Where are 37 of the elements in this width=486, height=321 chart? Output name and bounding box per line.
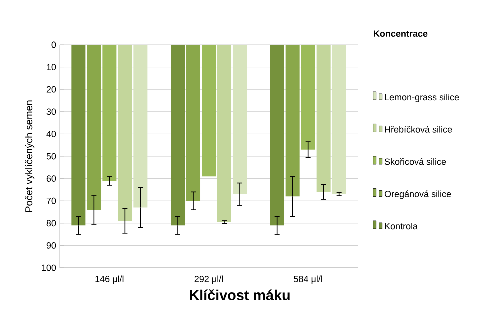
y-tick-label: 0	[52, 42, 56, 48]
bar	[87, 45, 102, 210]
legend-title: Koncentrace	[374, 30, 428, 37]
x-tick-label: 292 μl/l	[194, 276, 223, 284]
legend-label: Hřebíčková silice	[385, 126, 452, 133]
bar	[118, 45, 132, 222]
bar	[233, 45, 248, 194]
legend-label: Kontrola	[385, 222, 418, 230]
bar	[186, 45, 201, 202]
bar	[72, 45, 86, 226]
bar	[134, 45, 148, 208]
x-tick-label: 584 μl/l	[294, 276, 322, 284]
bar	[316, 45, 331, 192]
bar	[102, 45, 117, 182]
bar	[332, 45, 346, 194]
y-tick-label: 60	[46, 176, 56, 182]
bar	[286, 45, 300, 197]
y-axis-title: Počet vyklíčených semen	[25, 100, 35, 212]
bar	[218, 45, 232, 222]
legend-label: Lemon-grass silice	[385, 94, 460, 102]
bar	[171, 45, 185, 226]
bar	[301, 45, 316, 150]
y-tick-label: 80	[46, 220, 56, 227]
y-tick-label: 70	[46, 198, 56, 204]
y-tick-label: 10	[47, 64, 56, 70]
y-tick-label: 30	[46, 108, 56, 116]
y-tick-label: 50	[46, 153, 56, 160]
x-tick-label: 146 μl/l	[96, 276, 124, 284]
y-tick-label: 90	[46, 242, 56, 249]
y-tick-label: 20	[46, 86, 56, 93]
bar	[270, 45, 284, 226]
y-tick-label: 100	[42, 264, 56, 272]
legend-label: Skořicová silice	[384, 158, 446, 166]
legend-label: Oregánová silice	[384, 190, 452, 200]
y-tick-label: 40	[46, 131, 56, 138]
text: Klíčivost máku	[190, 290, 290, 300]
bar	[202, 45, 216, 177]
